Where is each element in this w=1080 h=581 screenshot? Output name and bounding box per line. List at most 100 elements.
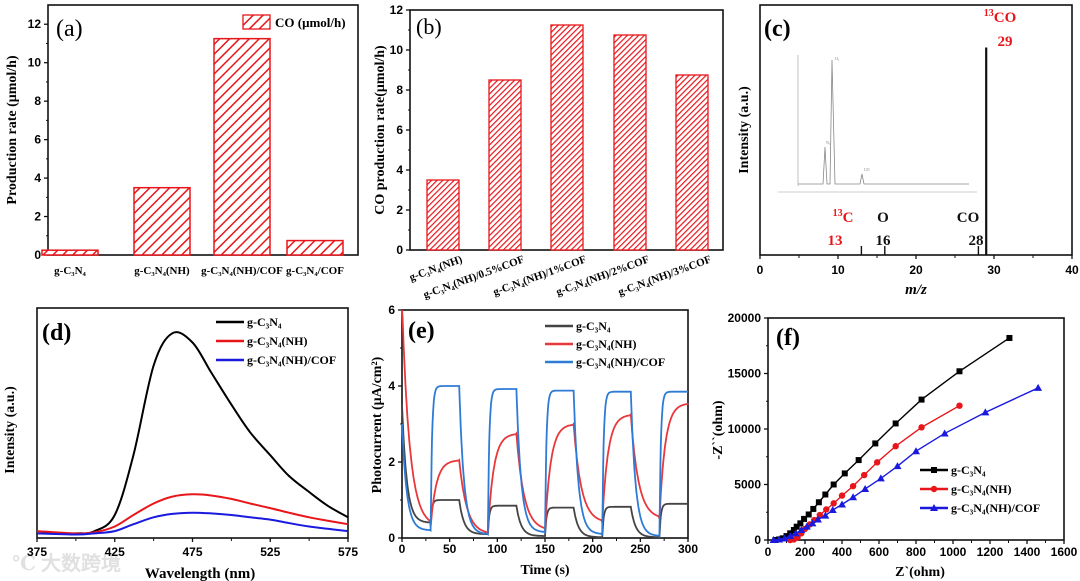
panel-f-point-marker [912,447,920,455]
panel-f-label: (f) [776,325,800,351]
panel-f-legend-label: g-C₃N₄ [951,463,986,477]
panel-e-xlabel: Time (s) [520,563,569,578]
panel-f-point-marker [780,534,789,542]
panel-b-bar [675,74,709,251]
panel-f-point-marker [981,408,990,416]
panel-e-ytick-label: 2 [388,455,395,469]
panel-c-peak-label: CO [957,210,980,226]
panel-f-point-marker [830,481,837,488]
panel-a-legend-label: CO (μmol/h) [275,15,346,30]
panel-f-point-marker [956,402,963,409]
panel-f-marker [931,467,937,473]
panel-d-ylabel: Intensity (a.u.) [3,386,18,474]
panel-a-category-label: g-C₃N₄/COF [286,265,344,277]
panel-c-xtick-label: 10 [831,263,845,277]
panel-a-ytick-label: 0 [34,248,41,262]
panel-f-point-marker [793,523,800,530]
panel-e-ytick-label: 0 [388,531,395,545]
panel-c-peak-label: O [877,210,889,226]
panel-a-ytick-label: 6 [34,133,41,147]
panel-d-series-line [36,331,349,535]
panel-b-ytick-label: 8 [396,83,403,97]
panel-f-point-marker [786,532,795,540]
panel-f-point-marker [828,506,837,514]
panel-b-bar [613,34,647,251]
panel-c-peak-isotope: 13 [984,8,994,19]
panel-a-label: (a) [56,16,83,42]
panel-b-ytick-label: 10 [390,43,404,57]
panel-b-ytick-label: 0 [396,243,403,257]
panel-f-point-marker [1034,383,1043,391]
panel-f-marker [930,485,938,493]
panel-a-bar [41,249,99,256]
panel-f-point-marker [801,515,808,522]
panel-c-peak-species: O [877,210,889,226]
panel-b-category-label: g-C₃N₄(NH)/0.5%COF [422,253,526,301]
watermark-logo: ℃ 大数跨境 [12,551,121,575]
panel-f-point-marker [849,493,858,501]
panel-f-point-marker [790,527,797,534]
panel-e-xtick-label: 300 [678,542,698,556]
panel-a-legend-swatch [242,14,271,30]
panel-c-peak-species: CO [994,10,1017,26]
panel-a-bar [286,239,344,256]
panel-c-xtick-label: 0 [757,263,764,277]
panel-e-ytick-label: 4 [388,379,395,393]
panel-b-ytick-label: 4 [396,163,403,177]
panel-f-xtick-label: 1200 [977,545,1004,559]
panel-f-point-marker [892,443,899,450]
panel-a-ytick-label: 10 [28,56,42,70]
panel-a-ytick-label: 2 [34,210,41,224]
panel-a-ytick-label: 4 [34,171,41,185]
panel-f-point-marker [918,396,925,403]
panel-f-point-marker [797,520,804,527]
panel-c-xtick-label: 30 [987,263,1001,277]
panel-f-point-marker [861,471,868,479]
panel-f-xtick-label: 800 [906,545,926,559]
panel-a-ytick-label: 8 [34,94,41,108]
panel-b-bar [426,179,460,251]
panel-f-xtick-label: 200 [795,545,815,559]
panel-e-legend-label: g-C₃N₄ [576,319,611,333]
panel-c-mass-label: 29 [998,34,1013,50]
panel-a-category-label: g-C₃N₄(NH) [134,265,190,277]
panel-a-category-label: g-C₃N₄(NH)/COF [201,265,283,277]
panel-f-point-marker [822,491,829,498]
panel-f-xlabel: Z`(ohm) [895,565,945,580]
panel-c-mass-label: 13 [828,233,843,249]
panel-f-point-marker [872,440,879,447]
panel-c-peak-species: C [843,210,854,226]
panel-f-xtick-label: 1600 [1051,545,1078,559]
panel-f-ytick-label: 5000 [734,478,761,492]
panel-f-ytick-label: 15000 [728,367,762,381]
panel-f-point-marker [861,484,870,492]
panel-f-point-marker [873,459,881,466]
panel-d-xtick-label: 375 [27,545,47,559]
panel-f-ytick-label: 20000 [728,311,762,325]
panel-a-frame [47,4,359,256]
panel-c-inset-trace [798,59,969,185]
panel-d-xlabel: Wavelength (nm) [145,566,255,581]
panel-b-bar [550,24,584,251]
panel-c-xtick-label: 20 [909,263,923,277]
panel-c-xlabel: m/z [905,282,927,298]
panel-d-legend-label: g-C₃N₄(NH)/COF [247,353,336,367]
panel-f-point-marker [821,511,830,519]
panel-a-bar [133,186,191,256]
panel-a-bar [213,37,271,256]
panel-f-legend-label: g-C₃N₄(NH)/COF [951,501,1040,515]
panel-a-ylabel: Production rate (μmol/h) [5,55,20,205]
panel-d-xtick-label: 525 [260,545,280,559]
panel-c-inset-peak-label: O₂ [835,56,840,61]
panel-d-xtick-label: 575 [338,545,358,559]
panel-c-mass-label: 28 [969,233,984,249]
panel-c-peak-species: CO [957,210,980,226]
panel-f-point-marker [918,424,925,431]
panel-f-ylabel: -Z``(ohm) [711,400,726,459]
panel-e-xtick-label: 150 [535,542,555,556]
panel-f-point-marker [802,522,811,530]
panel-f-point-marker [838,492,846,499]
panel-e-series-line [401,404,688,539]
panel-e-xtick-label: 100 [487,542,507,556]
panel-c-ylabel: Intensity (a.u.) [737,86,752,174]
